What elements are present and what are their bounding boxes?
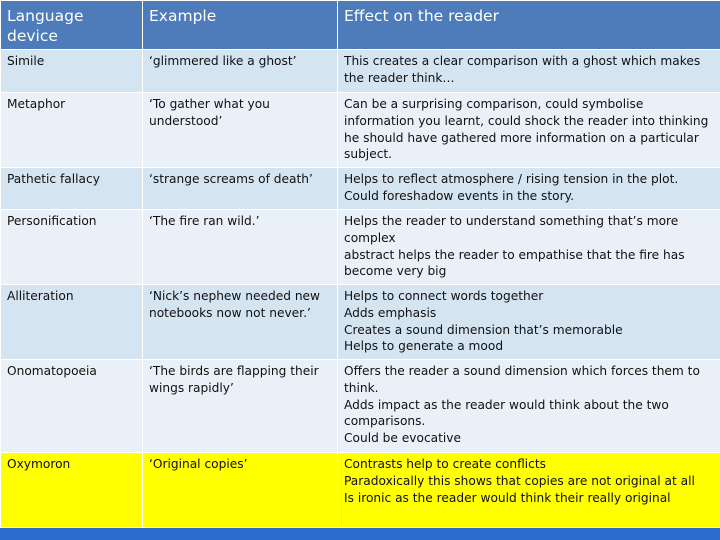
effect-line: Helps to connect words together: [344, 289, 544, 303]
example-cell: ‘strange screams of death’: [142, 167, 338, 210]
example-cell: ‘glimmered like a ghost’: [142, 49, 338, 93]
effect-cell: Helps the reader to understand something…: [337, 209, 720, 285]
effect-line: Paradoxically this shows that copies are…: [344, 473, 695, 488]
example-cell: ‘The fire ran wild.’: [142, 209, 338, 285]
example-cell: ‘To gather what you understood’: [142, 92, 338, 168]
table-row: Simile ‘glimmered like a ghost’ This cre…: [0, 49, 720, 93]
effect-line: Contrasts help to create conflicts: [344, 457, 546, 471]
device-cell: Oxymoron: [0, 452, 143, 528]
effect-cell: Helps to reflect atmosphere / rising ten…: [337, 167, 720, 210]
effect-line: Helps the reader to understand something…: [344, 214, 679, 245]
table-row-highlighted: Oxymoron ‘Original copies’ Contrasts hel…: [0, 452, 720, 528]
table-header-row: Language device Example Effect on the re…: [0, 0, 720, 50]
device-cell: Pathetic fallacy: [0, 167, 143, 210]
header-effect-on-reader: Effect on the reader: [337, 0, 720, 50]
example-cell: ‘Original copies’: [142, 452, 338, 528]
table-row: Alliteration ‘Nick’s nephew needed new n…: [0, 284, 720, 360]
effect-line: Could be evocative: [344, 431, 462, 446]
effect-line: abstract helps the reader to empathise t…: [344, 247, 685, 279]
table-row: Personification ‘The fire ran wild.’ Hel…: [0, 209, 720, 285]
device-cell: Alliteration: [0, 284, 143, 360]
effect-line: Helps to generate a mood: [344, 339, 504, 354]
header-example: Example: [142, 0, 338, 50]
effect-line: Offers the reader a sound dimension whic…: [344, 364, 700, 395]
effect-line: Adds impact as the reader would think ab…: [344, 397, 669, 429]
language-devices-table: Language device Example Effect on the re…: [0, 0, 720, 528]
device-cell: Simile: [0, 49, 143, 93]
effect-line: Creates a sound dimension that’s memorab…: [344, 322, 623, 337]
device-cell: Onomatopoeia: [0, 359, 143, 453]
effect-cell: Helps to connect words together Adds emp…: [337, 284, 720, 360]
effect-cell: Can be a surprising comparison, could sy…: [337, 92, 720, 168]
effect-line: Can be a surprising comparison, could sy…: [344, 97, 709, 162]
effect-line: Adds emphasis: [344, 305, 437, 320]
effect-cell: Contrasts help to create conflicts Parad…: [337, 452, 720, 528]
effect-cell: Offers the reader a sound dimension whic…: [337, 359, 720, 453]
example-cell: ‘Nick’s nephew needed new notebooks now …: [142, 284, 338, 360]
effect-line: Is ironic as the reader would think thei…: [344, 490, 671, 505]
device-cell: Metaphor: [0, 92, 143, 168]
bottom-accent-bar: [0, 528, 720, 540]
effect-line: Helps to reflect atmosphere / rising ten…: [344, 172, 679, 203]
effect-cell: This creates a clear comparison with a g…: [337, 49, 720, 93]
table-row: Onomatopoeia ‘The birds are flapping the…: [0, 359, 720, 453]
table-row: Pathetic fallacy ‘strange screams of dea…: [0, 167, 720, 210]
header-language-device: Language device: [0, 0, 143, 50]
effect-line: This creates a clear comparison with a g…: [344, 54, 701, 85]
table-row: Metaphor ‘To gather what you understood’…: [0, 92, 720, 168]
device-cell: Personification: [0, 209, 143, 285]
example-cell: ‘The birds are flapping their wings rapi…: [142, 359, 338, 453]
